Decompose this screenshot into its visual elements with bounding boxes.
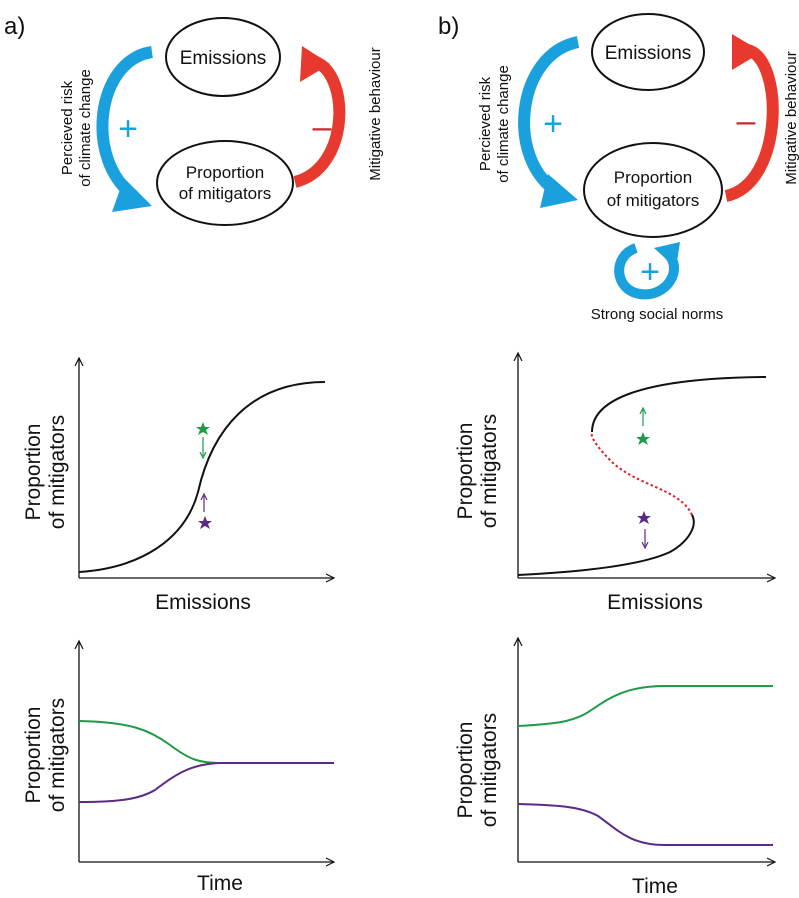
mitigative-arrow-sign: –	[313, 108, 332, 146]
mitigative-label: Mitigative behaviour	[783, 51, 799, 184]
panel-a: a) Emissions Proportion of mitigators + …	[4, 13, 384, 895]
mitigative-arrow-head	[300, 46, 330, 82]
y-axis-label-line1: Proportion	[454, 722, 477, 819]
upper-stable-branch	[591, 376, 767, 433]
mitigative-arrow-sign: –	[737, 102, 756, 140]
y-axis-label-line2: of mitigators	[46, 415, 69, 529]
mitigators-node-label-line2: of mitigators	[179, 184, 272, 203]
panel-b-label: b)	[438, 13, 459, 40]
risk-arrow-sign: +	[118, 110, 138, 148]
y-axis-label-line1: Proportion	[22, 424, 45, 521]
panel-b: b) Emissions Proportion of mitigators + …	[438, 13, 799, 898]
green-star	[196, 422, 210, 435]
risk-arrow-head	[540, 174, 578, 208]
social-norms-label: Strong social norms	[591, 306, 724, 323]
risk-label-line1: Percieved risk	[59, 80, 76, 175]
risk-label-line2: of climate change	[495, 65, 512, 183]
y-axis-label-line2: of mitigators	[478, 414, 501, 528]
mitigators-node	[156, 140, 294, 226]
emissions-node-label: Emissions	[605, 43, 692, 64]
emissions-node-label: Emissions	[180, 48, 267, 69]
green-trajectory	[78, 720, 334, 764]
panel-b-equilibrium-plot: Emissions Proportion of mitigators	[454, 353, 775, 614]
purple-trajectory	[517, 803, 773, 846]
green-star	[636, 432, 650, 445]
risk-arrow-head	[112, 178, 152, 212]
risk-arrow-sign: +	[543, 105, 563, 143]
y-axis-label-line1: Proportion	[22, 707, 45, 804]
mitigators-node	[583, 142, 723, 238]
risk-label-line2: of climate change	[77, 69, 94, 187]
x-axis-label: Time	[632, 875, 678, 898]
panel-b-time-plot: Time Proportion of mitigators	[454, 638, 775, 898]
social-norms-loop-head	[654, 242, 680, 268]
mitigative-arrow	[724, 44, 779, 202]
panel-a-equilibrium-plot: Emissions Proportion of mitigators	[22, 358, 334, 614]
purple-star	[637, 511, 651, 524]
emissions-node	[165, 17, 281, 97]
green-trajectory	[517, 685, 773, 727]
emissions-node	[591, 13, 705, 91]
mitigators-node-label-line2: of mitigators	[607, 191, 700, 210]
mitigative-arrow	[293, 56, 346, 188]
x-axis-label: Emissions	[155, 591, 251, 614]
lower-stable-branch	[517, 514, 695, 576]
risk-arrow	[518, 36, 580, 198]
risk-arrow	[96, 46, 154, 201]
panel-a-feedback-diagram: Emissions Proportion of mitigators + – P…	[59, 17, 384, 226]
social-norms-loop	[614, 243, 679, 300]
x-axis-label: Emissions	[607, 591, 703, 614]
y-axis-label-line2: of mitigators	[46, 698, 69, 812]
panel-a-time-plot: Time Proportion of mitigators	[22, 641, 334, 895]
purple-star	[198, 516, 212, 529]
mitigative-arrow-head	[732, 34, 762, 70]
panel-b-feedback-diagram: Emissions Proportion of mitigators + – P…	[477, 13, 799, 323]
panel-a-label: a)	[4, 13, 25, 40]
social-norms-sign: +	[640, 253, 660, 291]
purple-trajectory	[78, 762, 334, 803]
risk-label-line1: Percieved risk	[477, 76, 494, 171]
y-axis-label-line1: Proportion	[454, 423, 477, 520]
x-axis-label: Time	[197, 872, 243, 895]
y-axis-label-line2: of mitigators	[478, 713, 501, 827]
unstable-branch	[590, 431, 693, 516]
equilibrium-curve	[78, 381, 326, 573]
mitigative-label: Mitigative behaviour	[367, 47, 384, 180]
mitigators-node-label-line1: Proportion	[614, 168, 692, 187]
mitigators-node-label-line1: Proportion	[186, 163, 264, 182]
